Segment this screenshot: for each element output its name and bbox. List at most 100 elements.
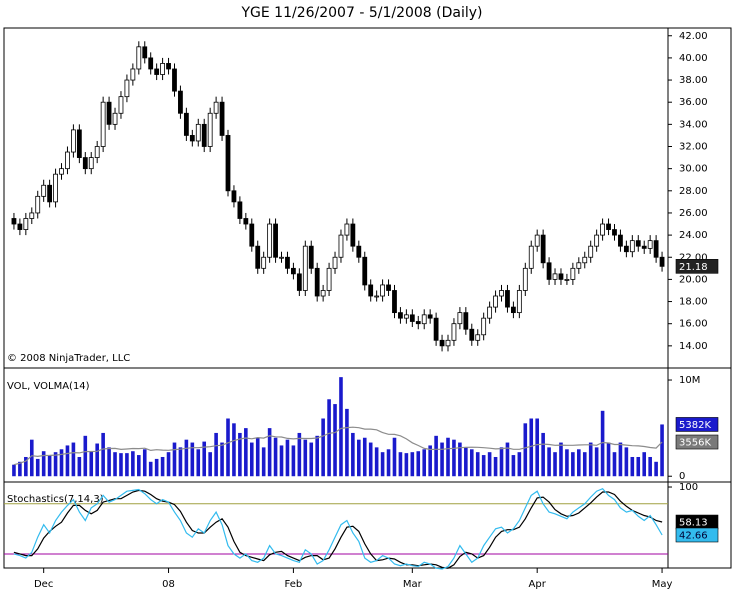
candle-body (17, 223, 23, 230)
candle-body (112, 112, 118, 125)
y-tick-label: 28.00 (679, 186, 708, 197)
volume-bar (618, 442, 623, 477)
last-value-box (675, 434, 719, 450)
y-tick-label: 30.00 (679, 164, 708, 175)
volume-bar (166, 452, 171, 477)
candle-body (534, 234, 540, 247)
volume-bar (612, 452, 617, 477)
candle-body (243, 218, 249, 225)
candle-body (148, 57, 154, 70)
candle-body (231, 190, 237, 203)
volume-bar (464, 447, 468, 477)
y-tick-label: 42.00 (679, 31, 708, 42)
candle-body (641, 245, 647, 249)
candle-body (154, 68, 160, 75)
candle-body (493, 295, 498, 308)
candle-body (451, 323, 457, 341)
volume-bar (368, 442, 373, 477)
last-value-label: 42.66 (679, 530, 708, 541)
volume-bar (184, 439, 189, 477)
volume-bar (357, 439, 361, 477)
candle-body (481, 317, 487, 336)
volume-bar (374, 447, 379, 477)
candle-body (76, 129, 82, 158)
stochastic-line (13, 489, 663, 569)
y-tick-label: 24.00 (679, 230, 708, 241)
candle-body (338, 234, 344, 258)
volume-bar (398, 452, 403, 477)
volume-bar (440, 442, 444, 477)
candle-body (421, 314, 427, 325)
volume-bar (273, 437, 278, 477)
volume-bar (160, 456, 165, 477)
candle-body (635, 240, 641, 247)
volume-bar (606, 442, 611, 477)
panel-title: VOL, VOLMA(14) (7, 381, 90, 392)
volume-bar (190, 442, 195, 477)
candle-body (564, 279, 570, 281)
candle-body (201, 123, 207, 147)
candle-body (623, 245, 629, 253)
candle-body (659, 256, 665, 267)
candle-body (582, 256, 588, 264)
volume-bar (208, 452, 212, 477)
candle-body (487, 306, 493, 319)
volume-bar (351, 432, 355, 477)
volume-bar (505, 442, 510, 477)
volume-bar (172, 442, 177, 477)
candle-body (291, 267, 296, 275)
candle-body (445, 339, 451, 347)
candle-body (166, 63, 171, 70)
volume-bar (499, 447, 504, 477)
candle-body (522, 267, 528, 291)
volume-bar (47, 455, 52, 477)
candle-body (612, 229, 617, 236)
candle-body (207, 112, 213, 147)
volume-bar (279, 445, 284, 477)
candle-body (296, 273, 302, 291)
candle-body (594, 234, 600, 247)
volume-bar (577, 449, 581, 477)
y-tick-label: 14.00 (679, 341, 708, 352)
candle-body (273, 223, 278, 258)
volume-bar (71, 442, 76, 477)
volume-bar (475, 452, 480, 477)
volume-bar (244, 428, 248, 477)
volume-bar (178, 447, 183, 477)
candle-body (59, 168, 64, 175)
candle-body (516, 290, 522, 314)
candle-body (439, 339, 445, 347)
x-tick-label: May (652, 579, 673, 590)
candle-body (136, 46, 142, 70)
volume-bar (428, 445, 432, 477)
y-tick-label: 22.00 (679, 252, 708, 263)
candle-body (505, 290, 510, 308)
y-tick-label: 20.00 (679, 274, 708, 285)
candle-body (403, 314, 409, 319)
candle-body (427, 314, 433, 319)
candle-body (225, 135, 231, 192)
candle-body (653, 240, 659, 258)
volume-bar (35, 458, 40, 477)
volume-bar (523, 423, 528, 477)
candle-body (160, 63, 165, 75)
volume-bar (660, 424, 664, 477)
volume-bar (487, 452, 492, 477)
candle-body (629, 240, 635, 253)
frame (3, 27, 732, 569)
volume-bar (321, 418, 325, 477)
volume-bar (422, 449, 427, 477)
candle-body (374, 295, 380, 298)
candle-body (23, 218, 29, 230)
volume-bar (142, 449, 147, 477)
candle-body (356, 245, 362, 258)
candle-body (71, 129, 76, 153)
volume-bar (517, 452, 522, 477)
candle-body (65, 151, 70, 170)
y-tick-label: 34.00 (679, 119, 708, 130)
candle-body (600, 223, 605, 236)
candle-body (267, 223, 273, 258)
volume-bar (29, 439, 34, 477)
candle-body (368, 284, 374, 297)
